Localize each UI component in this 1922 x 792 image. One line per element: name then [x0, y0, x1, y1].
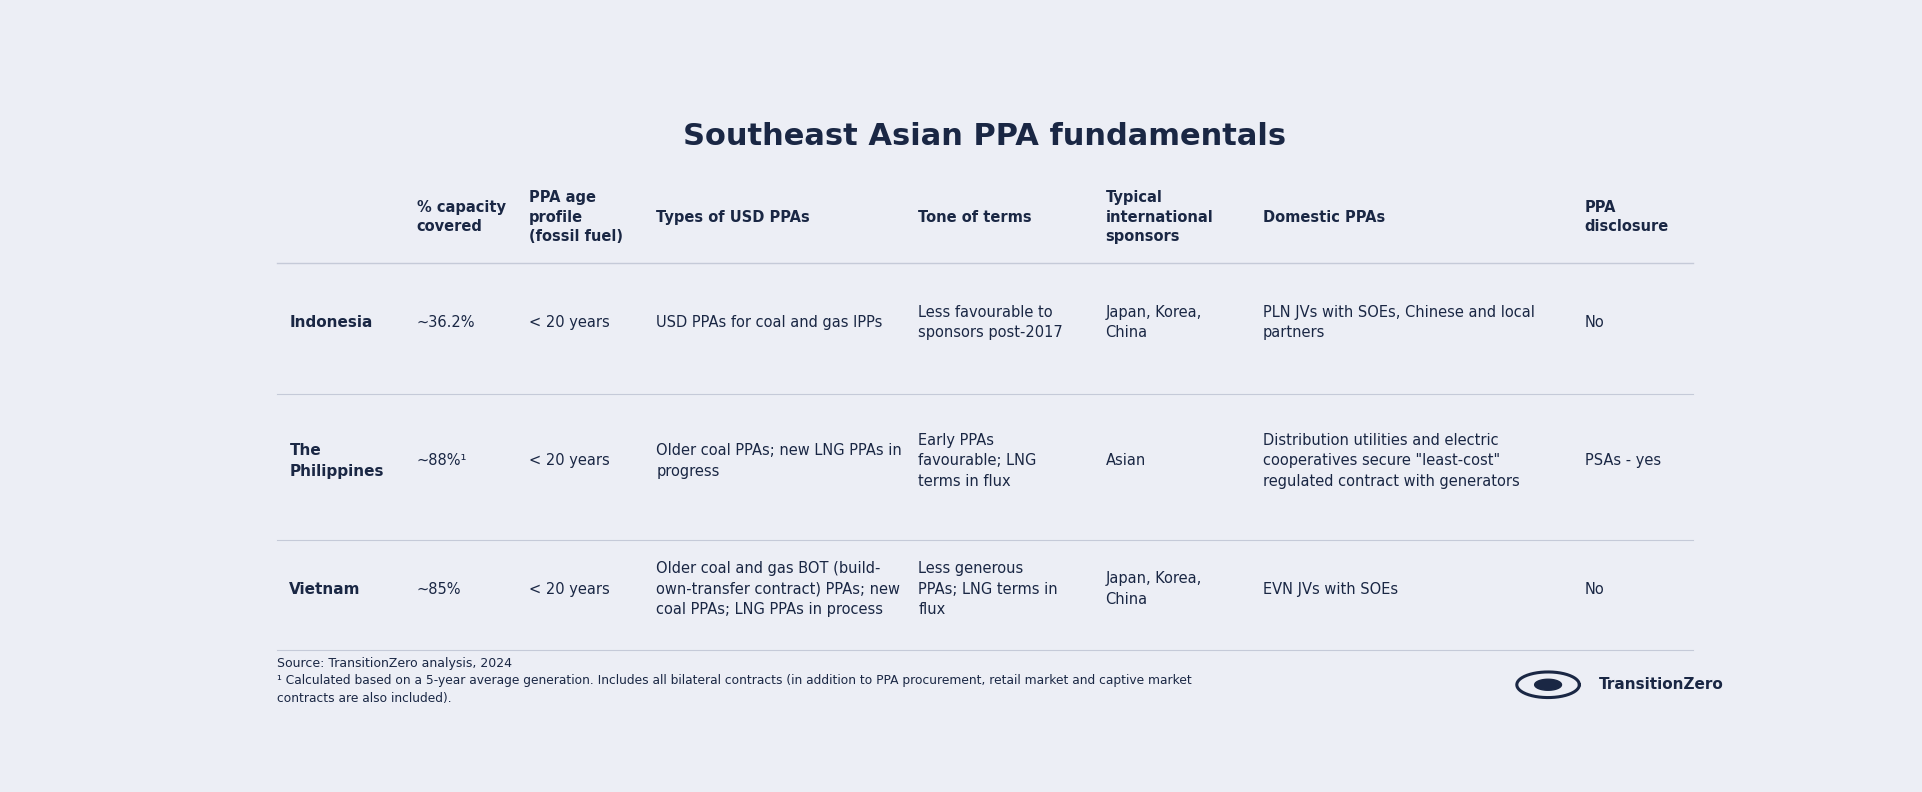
Text: PPA age
profile
(fossil fuel): PPA age profile (fossil fuel)	[529, 190, 623, 244]
Text: ¹ Calculated based on a 5-year average generation. Includes all bilateral contra: ¹ Calculated based on a 5-year average g…	[277, 674, 1192, 705]
Text: The
Philippines: The Philippines	[290, 444, 384, 478]
Text: Vietnam: Vietnam	[290, 581, 361, 596]
Text: < 20 years: < 20 years	[529, 581, 609, 596]
Text: Early PPAs
favourable; LNG
terms in flux: Early PPAs favourable; LNG terms in flux	[919, 433, 1036, 489]
Text: Less favourable to
sponsors post-2017: Less favourable to sponsors post-2017	[919, 304, 1063, 340]
Polygon shape	[1534, 680, 1561, 691]
Text: Tone of terms: Tone of terms	[919, 210, 1032, 224]
Text: Indonesia: Indonesia	[290, 314, 373, 329]
Text: PSAs - yes: PSAs - yes	[1584, 454, 1661, 468]
Text: Asian: Asian	[1105, 454, 1146, 468]
Text: USD PPAs for coal and gas IPPs: USD PPAs for coal and gas IPPs	[655, 314, 882, 329]
Text: Older coal and gas BOT (build-
own-transfer contract) PPAs; new
coal PPAs; LNG P: Older coal and gas BOT (build- own-trans…	[655, 561, 899, 617]
Text: No: No	[1584, 314, 1605, 329]
Text: Typical
international
sponsors: Typical international sponsors	[1105, 190, 1213, 244]
Text: < 20 years: < 20 years	[529, 454, 609, 468]
Text: Japan, Korea,
China: Japan, Korea, China	[1105, 571, 1201, 607]
Text: ~85%: ~85%	[417, 581, 461, 596]
Text: Domestic PPAs: Domestic PPAs	[1263, 210, 1386, 224]
Text: % capacity
covered: % capacity covered	[417, 200, 505, 234]
Text: Source: TransitionZero analysis, 2024: Source: TransitionZero analysis, 2024	[277, 657, 513, 670]
Text: < 20 years: < 20 years	[529, 314, 609, 329]
Text: Types of USD PPAs: Types of USD PPAs	[655, 210, 809, 224]
Text: No: No	[1584, 581, 1605, 596]
Text: Distribution utilities and electric
cooperatives secure "least-cost"
regulated c: Distribution utilities and electric coop…	[1263, 433, 1520, 489]
Text: PPA
disclosure: PPA disclosure	[1584, 200, 1668, 234]
Text: Older coal PPAs; new LNG PPAs in
progress: Older coal PPAs; new LNG PPAs in progres…	[655, 444, 901, 478]
Text: TransitionZero: TransitionZero	[1599, 677, 1724, 692]
Text: Less generous
PPAs; LNG terms in
flux: Less generous PPAs; LNG terms in flux	[919, 561, 1057, 617]
Text: ~36.2%: ~36.2%	[417, 314, 475, 329]
Text: PLN JVs with SOEs, Chinese and local
partners: PLN JVs with SOEs, Chinese and local par…	[1263, 304, 1534, 340]
Text: Japan, Korea,
China: Japan, Korea, China	[1105, 304, 1201, 340]
Text: ~88%¹: ~88%¹	[417, 454, 467, 468]
Text: Southeast Asian PPA fundamentals: Southeast Asian PPA fundamentals	[684, 123, 1286, 151]
Text: EVN JVs with SOEs: EVN JVs with SOEs	[1263, 581, 1397, 596]
